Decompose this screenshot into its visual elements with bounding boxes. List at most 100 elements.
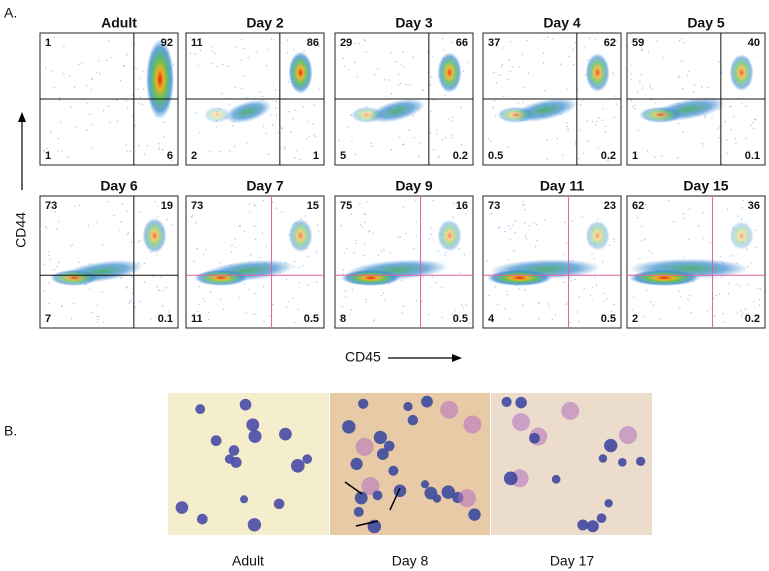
x-axis-label: CD45 [345, 349, 381, 365]
event-dot [662, 56, 664, 59]
event-dot [594, 38, 596, 41]
event-dot [197, 310, 199, 312]
event-dot [429, 131, 432, 134]
event-dot [246, 96, 248, 99]
event-dot [523, 204, 525, 206]
event-dot [405, 232, 407, 235]
event-dot [162, 290, 164, 292]
event-dot [517, 102, 519, 104]
event-dot [248, 211, 251, 214]
event-dot [589, 294, 592, 297]
event-dot [548, 306, 551, 308]
event-dot [735, 142, 737, 144]
event-dot [161, 148, 164, 151]
event-dot [432, 99, 435, 102]
event-dot [566, 88, 568, 91]
event-dot [86, 84, 88, 87]
event-dot [138, 102, 140, 104]
event-dot [601, 261, 604, 263]
cell [373, 430, 387, 445]
cell [248, 429, 262, 443]
panel-title: Day 2 [246, 15, 284, 31]
event-dot [441, 37, 444, 40]
event-dot [126, 107, 129, 110]
event-dot [134, 42, 136, 45]
event-dot [722, 312, 724, 315]
event-dot [318, 230, 320, 232]
event-dot [494, 115, 497, 117]
event-dot [96, 304, 99, 306]
event-dot [451, 313, 453, 316]
event-dot [384, 299, 386, 302]
event-dot [271, 201, 274, 203]
event-dot [668, 199, 670, 202]
event-dot [294, 109, 297, 112]
facs-plot: Day 4 37 62 0.5 0.2 [482, 15, 622, 166]
event-dot [216, 65, 218, 68]
event-dot [496, 303, 499, 306]
event-dot [750, 124, 752, 127]
image-caption: Day 17 [550, 553, 595, 569]
event-dot [463, 253, 466, 256]
event-dot [141, 103, 143, 106]
event-dot [341, 305, 343, 308]
event-dot [740, 218, 743, 220]
event-dot [736, 283, 739, 286]
event-dot [509, 238, 511, 241]
event-dot [569, 321, 571, 324]
quadrant-value: 0.5 [601, 313, 616, 325]
event-dot [465, 213, 467, 215]
event-dot [631, 309, 633, 311]
event-dot [751, 263, 753, 265]
event-dot [142, 88, 145, 90]
event-dot [415, 199, 417, 201]
event-dot [235, 247, 237, 249]
event-dot [126, 234, 129, 236]
panel-title: Day 5 [687, 15, 725, 31]
event-dot [304, 215, 307, 217]
cell [421, 395, 433, 408]
event-dot [47, 251, 50, 253]
event-dot [402, 143, 404, 146]
event-dot [744, 308, 747, 310]
event-dot [313, 39, 316, 41]
population [288, 218, 313, 253]
event-dot [230, 251, 233, 254]
event-dot [631, 41, 633, 43]
event-dot [595, 284, 598, 286]
event-dot [718, 61, 720, 63]
event-dot [649, 86, 652, 88]
event-dot [48, 282, 50, 284]
event-dot [724, 121, 726, 123]
event-dot [91, 124, 94, 126]
event-dot [507, 258, 509, 261]
event-dot [533, 222, 535, 224]
event-dot [634, 104, 637, 107]
facs-plot: Day 7 73 15 11 0.5 [185, 178, 325, 329]
event-dot [702, 237, 704, 240]
event-dot [429, 84, 431, 86]
event-dot [350, 114, 352, 117]
event-dot [261, 232, 264, 234]
event-dot [435, 281, 438, 284]
event-dot [96, 315, 98, 318]
event-dot [240, 38, 243, 41]
quadrant-value: 19 [161, 200, 173, 212]
event-dot [701, 212, 704, 214]
event-dot [707, 86, 709, 89]
event-dot [436, 129, 438, 132]
event-dot [522, 304, 524, 306]
event-dot [303, 50, 305, 53]
event-dot [589, 37, 591, 39]
event-dot [263, 320, 265, 323]
event-dot [101, 244, 104, 246]
event-dot [163, 201, 166, 204]
event-dot [364, 298, 367, 300]
cell [210, 435, 222, 447]
event-dot [126, 150, 128, 153]
event-dot [44, 67, 47, 69]
event-dot [718, 293, 721, 295]
population [204, 106, 230, 123]
event-dot [649, 84, 651, 86]
event-dot [723, 320, 725, 323]
